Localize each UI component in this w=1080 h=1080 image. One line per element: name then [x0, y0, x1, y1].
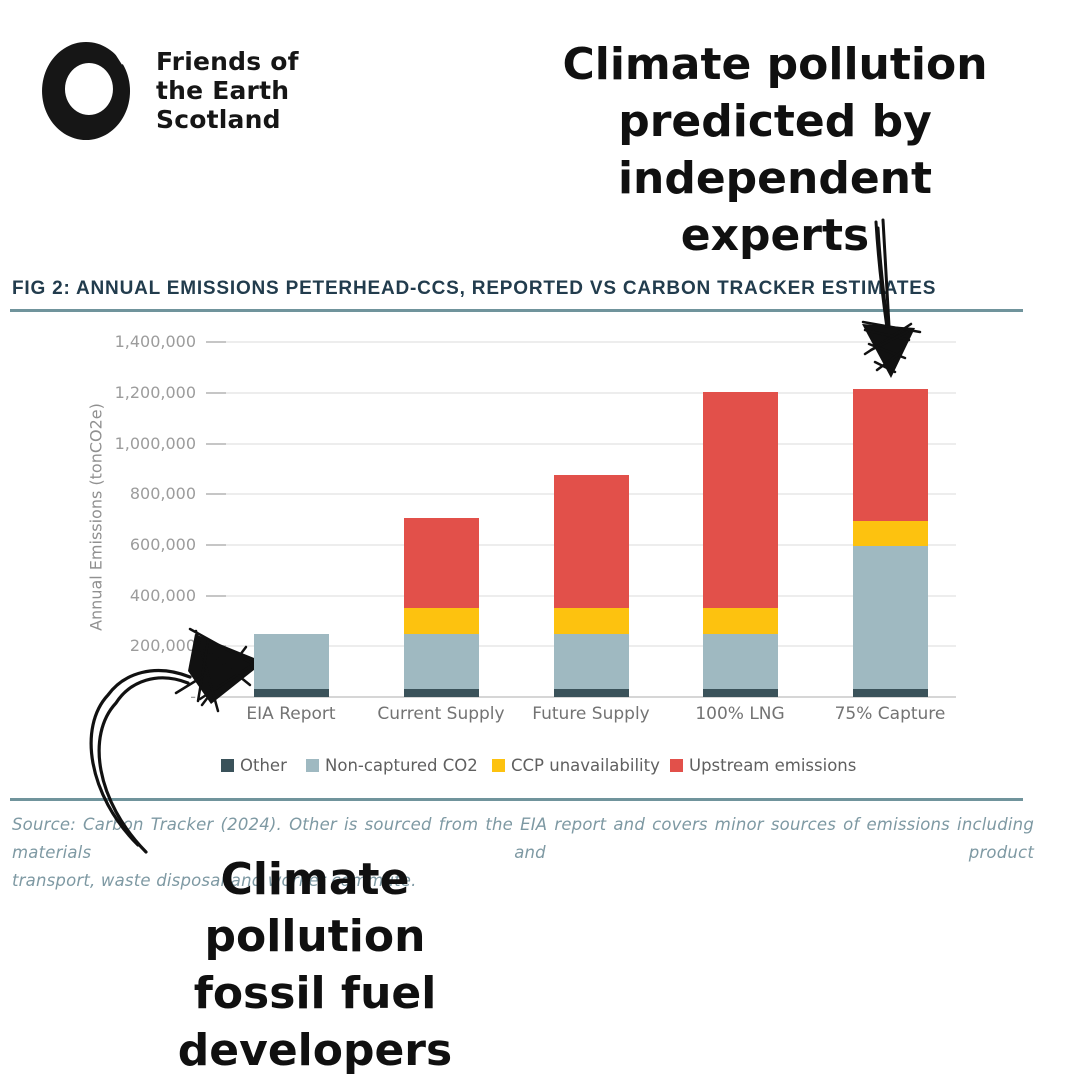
- foe-ring-icon: [42, 42, 131, 140]
- legend-label: Other: [240, 756, 287, 775]
- legend-swatch: [306, 759, 319, 772]
- annotation-line: developers claim: [177, 1025, 453, 1076]
- y-tick-label: 400,000: [129, 585, 196, 605]
- legend-label: CCP unavailability: [511, 756, 660, 775]
- y-tick-label: 600,000: [129, 534, 196, 554]
- annotation-line: predicted by: [618, 96, 932, 147]
- bar-segment-upstream-emissions: [702, 391, 778, 609]
- y-tick-label: 800,000: [129, 484, 196, 504]
- legend-swatch: [492, 759, 505, 772]
- foe-logo-wordmark: Friends of the Earth Scotland: [156, 47, 299, 134]
- bar-segment-ccp-unavailability: [852, 520, 928, 547]
- legend-swatch: [670, 759, 683, 772]
- annotation-line: fossil fuel: [193, 968, 437, 1019]
- bar-segment-non-captured-co2: [403, 633, 479, 690]
- x-category-label: 75% Capture: [834, 704, 946, 724]
- logo-line: Friends of: [156, 47, 299, 76]
- legend-label: Upstream emissions: [689, 756, 857, 775]
- source-note: Source: Carbon Tracker (2024). Other is …: [12, 811, 1034, 895]
- legend-item: Upstream emissions: [670, 756, 856, 775]
- y-axis-tick: [206, 442, 226, 445]
- bar-segment-non-captured-co2: [702, 633, 778, 690]
- divider-bottom: [10, 798, 1023, 801]
- x-category-label: Future Supply: [532, 704, 650, 724]
- y-tick-label: -: [190, 687, 196, 706]
- annotation-line: Climate pollution: [562, 39, 988, 90]
- arrow-down-icon: [861, 218, 922, 378]
- bar-segment-upstream-emissions: [553, 475, 629, 609]
- annotation-developers-claim: Climate pollution fossil fuel developers…: [110, 851, 520, 1080]
- x-axis-line: [206, 696, 956, 698]
- bar-segment-other: [852, 689, 928, 697]
- y-tick-label: 200,000: [129, 636, 196, 656]
- bar-segment-other: [702, 689, 778, 697]
- logo-line: Scotland: [156, 105, 281, 134]
- divider-top: [10, 309, 1023, 312]
- y-axis-tick: [206, 543, 226, 546]
- legend-swatch: [221, 759, 234, 772]
- figure-title: FIG 2: ANNUAL EMISSIONS PETERHEAD-CCS, R…: [12, 278, 937, 299]
- gridline: [224, 341, 956, 344]
- source-line: transport, waste disposal and worker com…: [12, 871, 417, 890]
- bar-segment-upstream-emissions: [403, 518, 479, 609]
- bar-segment-other: [403, 689, 479, 697]
- arrow-curved-icon: [89, 627, 274, 854]
- logo-line: the Earth: [156, 76, 290, 105]
- y-axis-tick: [206, 391, 226, 394]
- bar-segment-ccp-unavailability: [553, 608, 629, 634]
- y-axis-tick: [206, 594, 226, 597]
- legend-item: CCP unavailability: [492, 756, 660, 775]
- bar-segment-upstream-emissions: [852, 388, 928, 521]
- bar-segment-other: [253, 689, 329, 697]
- source-line: Source: Carbon Tracker (2024). Other is …: [12, 815, 1034, 862]
- legend-item: Non-captured CO2: [306, 756, 478, 775]
- y-tick-label: 1,000,000: [114, 433, 196, 453]
- bar-segment-ccp-unavailability: [702, 608, 778, 634]
- bar-segment-non-captured-co2: [253, 633, 329, 690]
- x-category-label: 100% LNG: [695, 704, 785, 724]
- y-axis-tick: [206, 341, 226, 344]
- annotation-line: Climate pollution: [204, 854, 426, 962]
- legend-item: Other: [221, 756, 287, 775]
- y-tick-label: 1,400,000: [114, 332, 196, 352]
- bar-segment-ccp-unavailability: [403, 608, 479, 634]
- legend-label: Non-captured CO2: [325, 756, 478, 775]
- x-category-label: EIA Report: [246, 704, 336, 724]
- y-axis-tick: [206, 493, 226, 496]
- gridline: [224, 442, 956, 445]
- y-tick-label: 1,200,000: [114, 382, 196, 402]
- x-category-label: Current Supply: [377, 704, 505, 724]
- gridline: [224, 391, 956, 394]
- bar-segment-non-captured-co2: [852, 546, 928, 690]
- bar-segment-non-captured-co2: [553, 633, 629, 690]
- annotation-line: independent experts: [617, 153, 933, 261]
- annotation-independent-experts: Climate pollution predicted by independe…: [535, 36, 1015, 264]
- bar-segment-other: [553, 689, 629, 697]
